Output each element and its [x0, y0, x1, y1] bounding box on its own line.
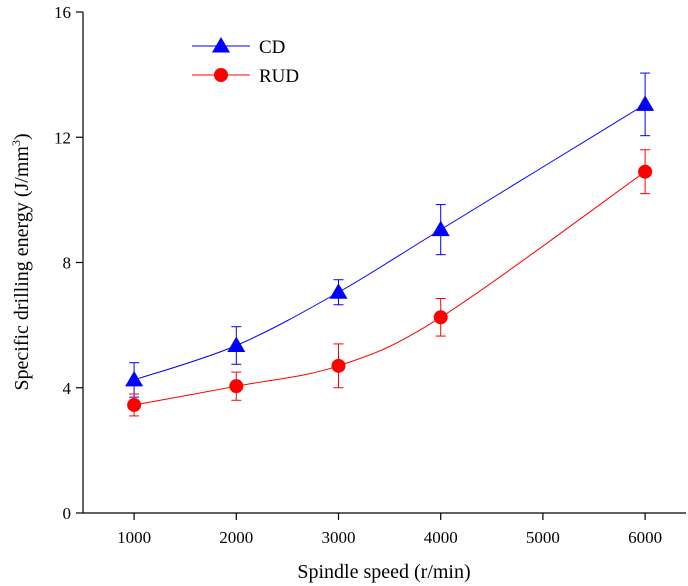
y-tick-label: 4: [63, 379, 72, 398]
ticks: 1000 2000 3000 4000 5000 6000 0 4 8 12 16: [54, 3, 662, 547]
legend: CD RUD: [192, 37, 299, 87]
axes: [82, 12, 686, 514]
y-tick-label: 16: [54, 3, 71, 22]
rud-point: [229, 379, 244, 394]
curves: [133, 103, 646, 406]
legend-marker-rud: [214, 68, 228, 82]
cd-curve: [133, 103, 646, 381]
x-tick-label: 4000: [424, 528, 458, 547]
x-tick-label: 1000: [117, 528, 151, 547]
rud-point: [127, 397, 142, 412]
y-axis-title-sup: 3: [9, 140, 23, 146]
rud-point: [433, 310, 448, 325]
cd-point: [431, 220, 450, 237]
x-axis-title: Spindle speed (r/min): [297, 561, 470, 583]
markers: [125, 95, 655, 412]
x-tick-label: 6000: [628, 528, 662, 547]
cd-point: [125, 370, 144, 387]
cd-point: [636, 95, 655, 111]
cd-point: [227, 336, 246, 352]
x-tick-label: 5000: [526, 528, 560, 547]
error-bars: [129, 72, 651, 417]
rud-curve: [134, 171, 646, 406]
x-tick-label: 2000: [219, 528, 253, 547]
y-axis-title-main: Specific drilling energy (J/mm: [11, 146, 33, 391]
legend-label-cd: CD: [259, 37, 285, 58]
y-tick-label: 8: [63, 254, 72, 273]
y-axis-title: Specific drilling energy (J/mm3): [9, 133, 33, 390]
legend-label-rud: RUD: [259, 66, 299, 87]
legend-marker-cd: [212, 37, 230, 53]
y-tick-label: 12: [54, 128, 71, 147]
y-tick-label: 0: [63, 504, 72, 523]
rud-point: [331, 358, 346, 373]
y-axis-title-end: ): [11, 133, 33, 140]
cd-point: [329, 283, 348, 299]
rud-point: [638, 164, 653, 179]
x-tick-label: 3000: [322, 528, 356, 547]
